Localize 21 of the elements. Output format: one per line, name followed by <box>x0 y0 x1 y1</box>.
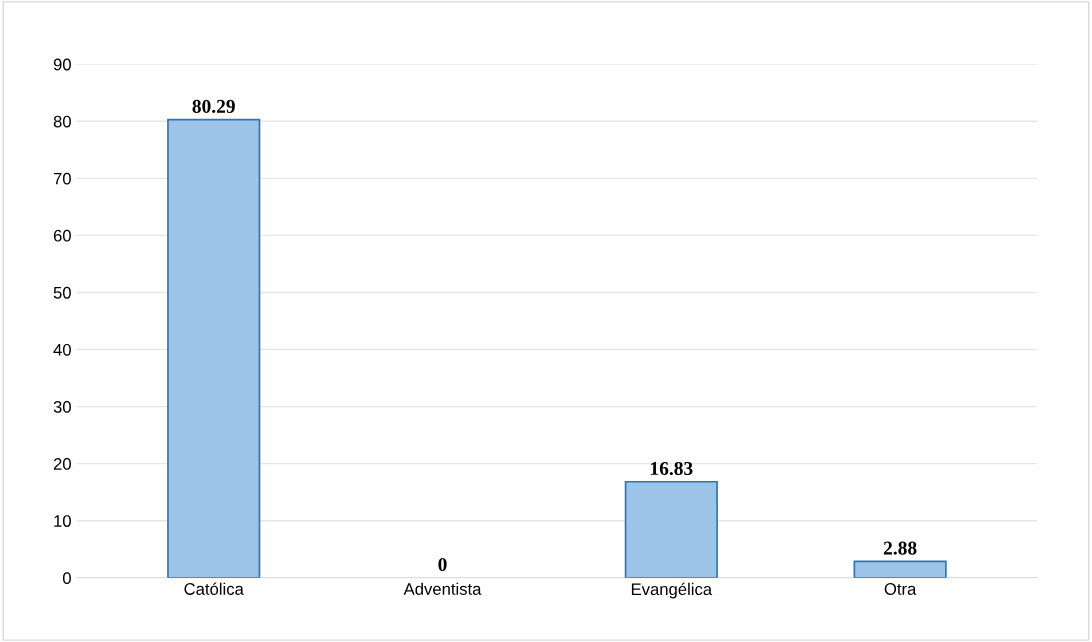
data-label: 2.88 <box>883 541 917 555</box>
y-tick-label: 0 <box>62 572 71 584</box>
x-tick-label: Católica <box>184 582 244 595</box>
y-tick-label: 10 <box>54 515 71 527</box>
y-tick-label: 20 <box>53 458 71 470</box>
y-tick-label: 80 <box>53 115 71 128</box>
x-tick-label: Evangélica <box>631 582 713 599</box>
y-tick-label: 60 <box>53 229 71 242</box>
y-tick-label: 30 <box>53 401 71 413</box>
data-label: 0 <box>438 557 447 572</box>
data-label: 80.29 <box>192 99 235 113</box>
data-label: 16.83 <box>651 461 693 476</box>
y-tick-label: 90 <box>53 58 71 71</box>
bar <box>853 560 947 578</box>
bar <box>624 480 718 578</box>
y-tick-label: 50 <box>53 286 71 299</box>
bar <box>167 118 261 578</box>
y-tick-label: 70 <box>53 172 71 185</box>
y-tick-label: 40 <box>53 343 71 356</box>
x-tick-label: Adventista <box>403 582 482 595</box>
x-tick-label: Otra <box>884 583 917 595</box>
